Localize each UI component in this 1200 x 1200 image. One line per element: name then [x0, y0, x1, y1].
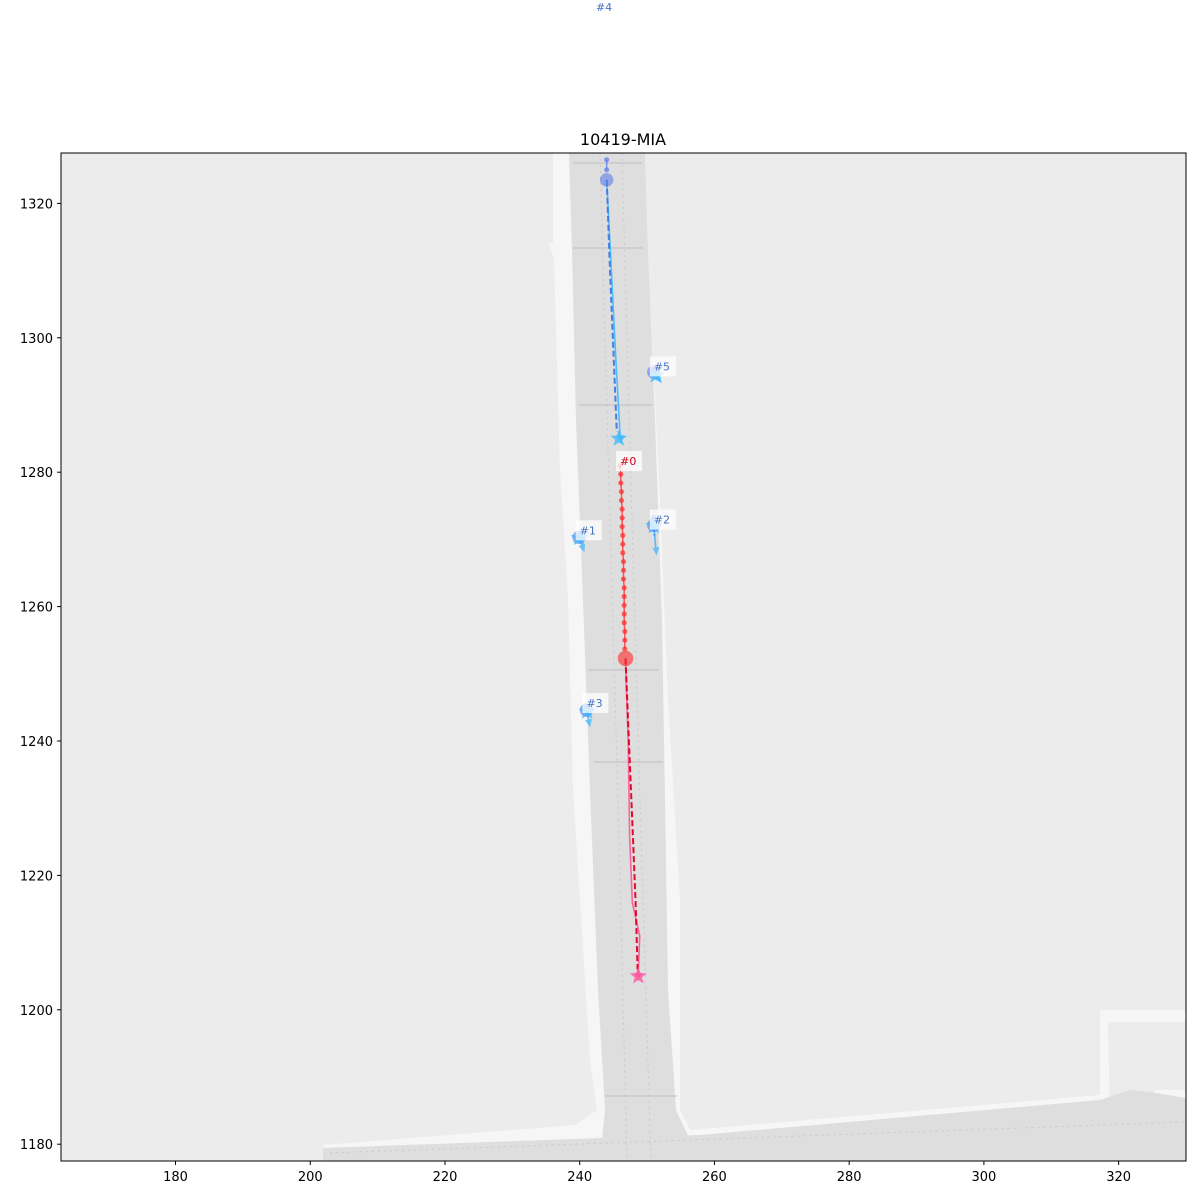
history-point	[621, 611, 627, 617]
history-point	[618, 497, 625, 504]
chart-title: 10419-MIA	[580, 130, 666, 149]
y-tick-label: 1200	[20, 1004, 53, 1019]
agent-label: #5	[654, 360, 670, 373]
y-tick-label: 1260	[20, 601, 53, 616]
y-tick-label: 1320	[20, 197, 53, 212]
history-point	[620, 576, 627, 582]
x-tick-label: 220	[433, 1170, 458, 1185]
y-tick-label: 1300	[20, 332, 53, 347]
agent-label-box	[649, 509, 676, 530]
x-tick-label: 200	[298, 1170, 323, 1185]
x-tick-label: 240	[567, 1170, 592, 1185]
agent-label-box	[649, 356, 676, 377]
history-point	[604, 157, 610, 163]
history-point	[622, 646, 628, 652]
axes: 180 200 220 240 260 280 300 320 1180 1200 1220 1240…	[20, 197, 1131, 1185]
history-point	[620, 550, 626, 556]
agent-label: #2	[654, 514, 670, 527]
history-point	[604, 167, 610, 173]
y-tick-label: 1220	[20, 869, 53, 884]
history-point	[619, 506, 625, 512]
history-point	[619, 515, 625, 521]
agent-label-box	[575, 520, 602, 541]
prediction-arrowhead	[652, 547, 660, 556]
prediction-arrowhead	[578, 543, 586, 553]
prediction-arrowhead	[585, 718, 592, 728]
history-point	[620, 567, 627, 573]
history-point	[622, 637, 628, 643]
history-track	[619, 465, 626, 649]
outside-agent-label: #4	[596, 1, 612, 14]
history-point	[621, 602, 627, 608]
history-point	[620, 541, 626, 547]
agent-label-box	[616, 451, 643, 472]
agent-label: #1	[580, 524, 596, 537]
agent-label-box	[582, 693, 609, 714]
future-track	[605, 179, 618, 432]
plot-frame	[60, 152, 1187, 1162]
endpoint-star	[610, 429, 628, 446]
agent-4	[599, 157, 628, 446]
history-point	[622, 628, 628, 635]
endpoint-star	[629, 967, 647, 984]
x-tick-label: 260	[702, 1170, 727, 1185]
y-tick-label: 1280	[20, 466, 53, 481]
agent-0	[617, 462, 647, 984]
history-point	[620, 558, 627, 565]
history-point	[618, 471, 624, 477]
x-tick-label: 280	[837, 1170, 862, 1185]
agent-label: #3	[586, 697, 602, 710]
y-tick-label: 1180	[20, 1138, 53, 1153]
history-point	[621, 593, 627, 600]
agent-label: #0	[620, 455, 636, 468]
future-track	[624, 658, 639, 970]
history-point	[618, 489, 625, 495]
history-point	[620, 532, 626, 538]
current-position-marker	[617, 650, 634, 667]
history-point	[619, 524, 625, 530]
road-horizontal	[323, 1090, 1186, 1161]
history-point	[621, 620, 627, 626]
prediction-track	[624, 660, 641, 973]
x-tick-label: 300	[971, 1170, 996, 1185]
history-point	[621, 585, 627, 591]
history-point	[618, 480, 624, 486]
x-tick-label: 180	[163, 1170, 188, 1185]
y-tick-label: 1240	[20, 735, 53, 750]
x-tick-label: 320	[1106, 1170, 1131, 1185]
agent-labels: #0 #1 #2 #3 #5	[575, 356, 676, 714]
current-position-marker	[599, 173, 614, 187]
